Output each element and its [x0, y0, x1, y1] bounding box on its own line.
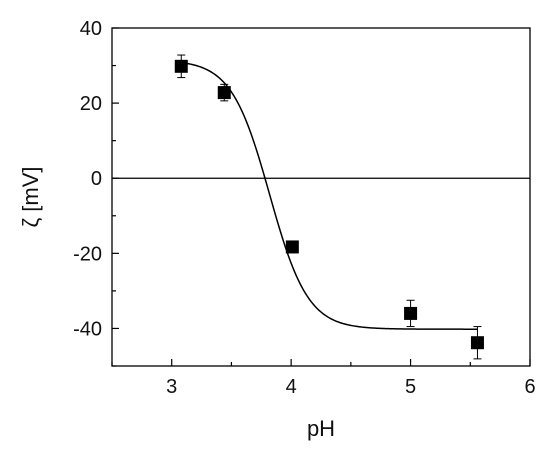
x-tick-label: 5 — [405, 376, 416, 398]
data-point — [404, 299, 418, 328]
x-tick-label: 4 — [286, 376, 297, 398]
ticks-layer — [111, 27, 531, 367]
x-tick-label: 6 — [524, 376, 535, 398]
square-marker — [404, 306, 418, 320]
y-tick-label: 20 — [80, 93, 102, 115]
y-tick-label: 0 — [91, 168, 102, 190]
x-axis-title: pH — [307, 416, 335, 441]
square-marker — [174, 59, 188, 73]
square-marker — [285, 240, 299, 254]
square-marker — [217, 86, 231, 100]
y-axis-title: ζ [mV] — [18, 166, 43, 227]
sigmoid-fit-curve — [181, 61, 478, 330]
data-point — [217, 83, 231, 102]
y-tick-label: -40 — [73, 318, 102, 340]
y-tick-label: 40 — [80, 18, 102, 40]
square-marker — [470, 336, 484, 350]
data-point — [285, 240, 299, 254]
plot-frame — [111, 27, 531, 367]
y-tick-label: -20 — [73, 243, 102, 265]
data-point — [174, 54, 188, 79]
data-point — [470, 326, 484, 360]
x-tick-label: 3 — [166, 376, 177, 398]
data-points-layer — [174, 54, 484, 360]
tick-labels-layer: 3 4 5 6 -40 -20 0 20 40 — [73, 18, 535, 398]
